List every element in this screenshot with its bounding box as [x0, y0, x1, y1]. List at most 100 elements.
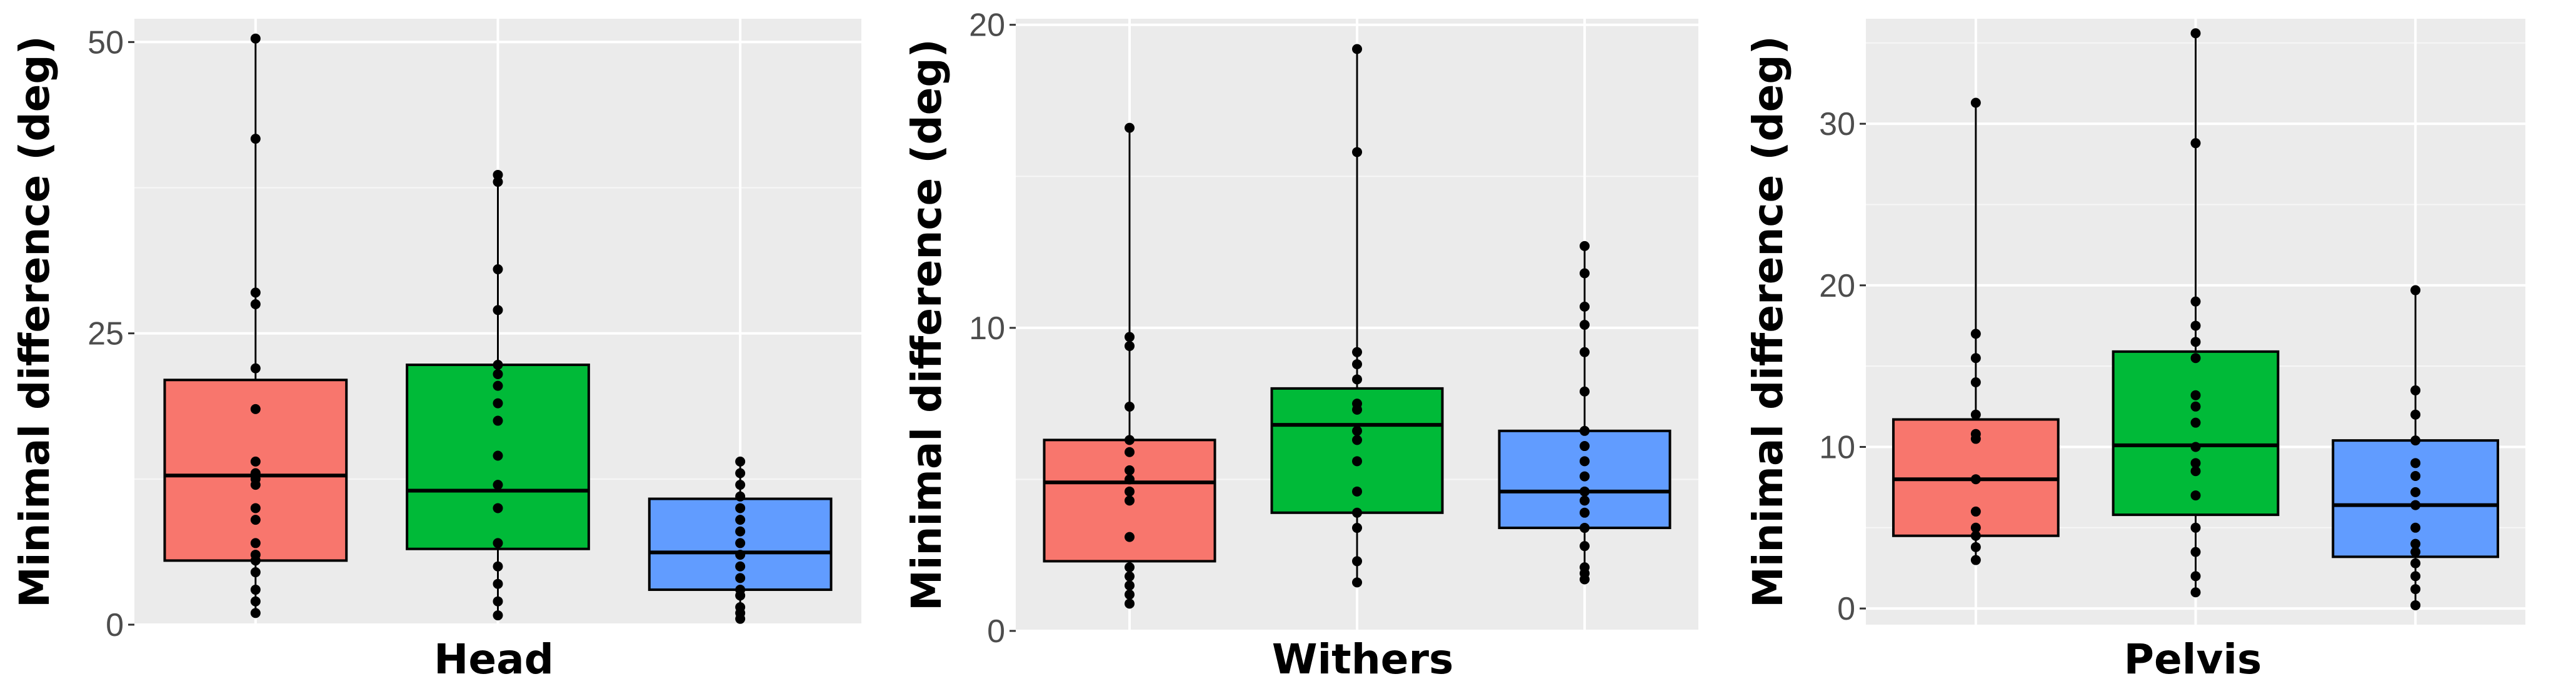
data-point	[1352, 347, 1362, 357]
data-point	[1125, 495, 1135, 506]
data-point	[735, 526, 746, 537]
y-tick-label: 0	[987, 613, 1005, 650]
data-point	[2190, 401, 2201, 412]
data-point	[1580, 425, 1590, 436]
data-point	[1970, 97, 1981, 108]
data-point	[1580, 268, 1590, 279]
data-point	[735, 561, 746, 572]
data-point	[1352, 147, 1362, 157]
data-point	[1970, 377, 1981, 387]
data-point	[1352, 374, 1362, 385]
data-point	[2410, 385, 2421, 395]
data-point	[2410, 522, 2421, 533]
data-point	[2190, 466, 2201, 477]
data-point	[1580, 347, 1590, 357]
data-point	[1125, 332, 1135, 342]
data-point	[735, 503, 746, 513]
y-tick-label: 50	[88, 24, 124, 61]
panel-withers: 0 10 20 Withers Minimal difference (deg)	[903, 7, 1698, 683]
data-point	[1970, 429, 1981, 439]
data-point	[493, 398, 503, 409]
box-2	[1270, 44, 1444, 588]
data-point	[493, 450, 503, 461]
data-point	[2410, 285, 2421, 295]
data-point	[1352, 456, 1362, 467]
panel-pelvis: 0 10 20 30 Pelvis Minimal difference (deg)	[1744, 19, 2525, 683]
data-point	[250, 585, 261, 595]
data-point	[1352, 577, 1362, 588]
y-tick-label: 20	[1819, 268, 1855, 304]
data-point	[2190, 138, 2201, 149]
data-point	[493, 169, 503, 180]
data-point	[1125, 486, 1135, 497]
data-point	[493, 610, 503, 621]
box-3	[1498, 240, 1671, 585]
data-point	[2190, 417, 2201, 428]
data-point	[1352, 425, 1362, 436]
data-point	[250, 404, 261, 414]
y-tick-label: 25	[88, 316, 124, 352]
data-point	[493, 503, 503, 513]
data-point	[2190, 458, 2201, 468]
data-point	[1970, 542, 1981, 552]
data-point	[250, 567, 261, 578]
data-point	[735, 550, 746, 560]
data-point	[735, 515, 746, 525]
box-3	[648, 456, 833, 624]
x-axis-label: Withers	[1272, 635, 1454, 683]
data-point	[250, 456, 261, 467]
data-point	[493, 360, 503, 370]
data-point	[1352, 399, 1362, 409]
data-point	[1580, 301, 1590, 312]
data-point	[250, 538, 261, 548]
data-point	[493, 561, 503, 572]
data-point	[2410, 471, 2421, 482]
data-point	[1580, 456, 1590, 467]
data-point	[1580, 441, 1590, 452]
data-point	[1352, 44, 1362, 54]
data-point	[2190, 587, 2201, 598]
data-point	[493, 538, 503, 548]
data-point	[250, 468, 261, 478]
data-point	[1125, 122, 1135, 133]
y-axis-label: Minimal difference (deg)	[11, 36, 59, 608]
data-point	[1970, 555, 1981, 565]
data-point	[250, 299, 261, 310]
data-point	[1970, 329, 1981, 339]
data-point	[1970, 474, 1981, 485]
box-body	[2112, 350, 2280, 517]
box-1	[1043, 122, 1216, 609]
data-point	[250, 596, 261, 607]
data-point	[2410, 409, 2421, 420]
data-point	[1125, 589, 1135, 600]
panel-head: 0 25 50 Head Minimal difference (deg)	[11, 19, 861, 683]
data-point	[1125, 474, 1135, 485]
data-point	[2410, 538, 2421, 549]
y-tick-label: 0	[1837, 591, 1855, 627]
data-point	[250, 515, 261, 525]
data-point	[250, 33, 261, 44]
box-2	[2112, 28, 2280, 598]
data-point	[2190, 442, 2201, 452]
data-point	[2410, 571, 2421, 582]
data-point	[250, 134, 261, 144]
data-point	[2190, 571, 2201, 582]
box-3	[2332, 285, 2500, 610]
data-point	[1580, 507, 1590, 518]
y-axis-label: Minimal difference (deg)	[1744, 36, 1792, 608]
data-point	[1125, 447, 1135, 457]
data-point	[1125, 580, 1135, 591]
x-axis-label: Pelvis	[2124, 635, 2262, 683]
data-point	[2190, 547, 2201, 557]
data-point	[493, 380, 503, 391]
data-point	[735, 602, 746, 613]
data-point	[1352, 359, 1362, 370]
data-point	[250, 363, 261, 374]
data-point	[1125, 571, 1135, 582]
data-point	[1580, 495, 1590, 506]
data-point	[1125, 465, 1135, 475]
data-point	[1580, 386, 1590, 397]
data-point	[2410, 500, 2421, 510]
